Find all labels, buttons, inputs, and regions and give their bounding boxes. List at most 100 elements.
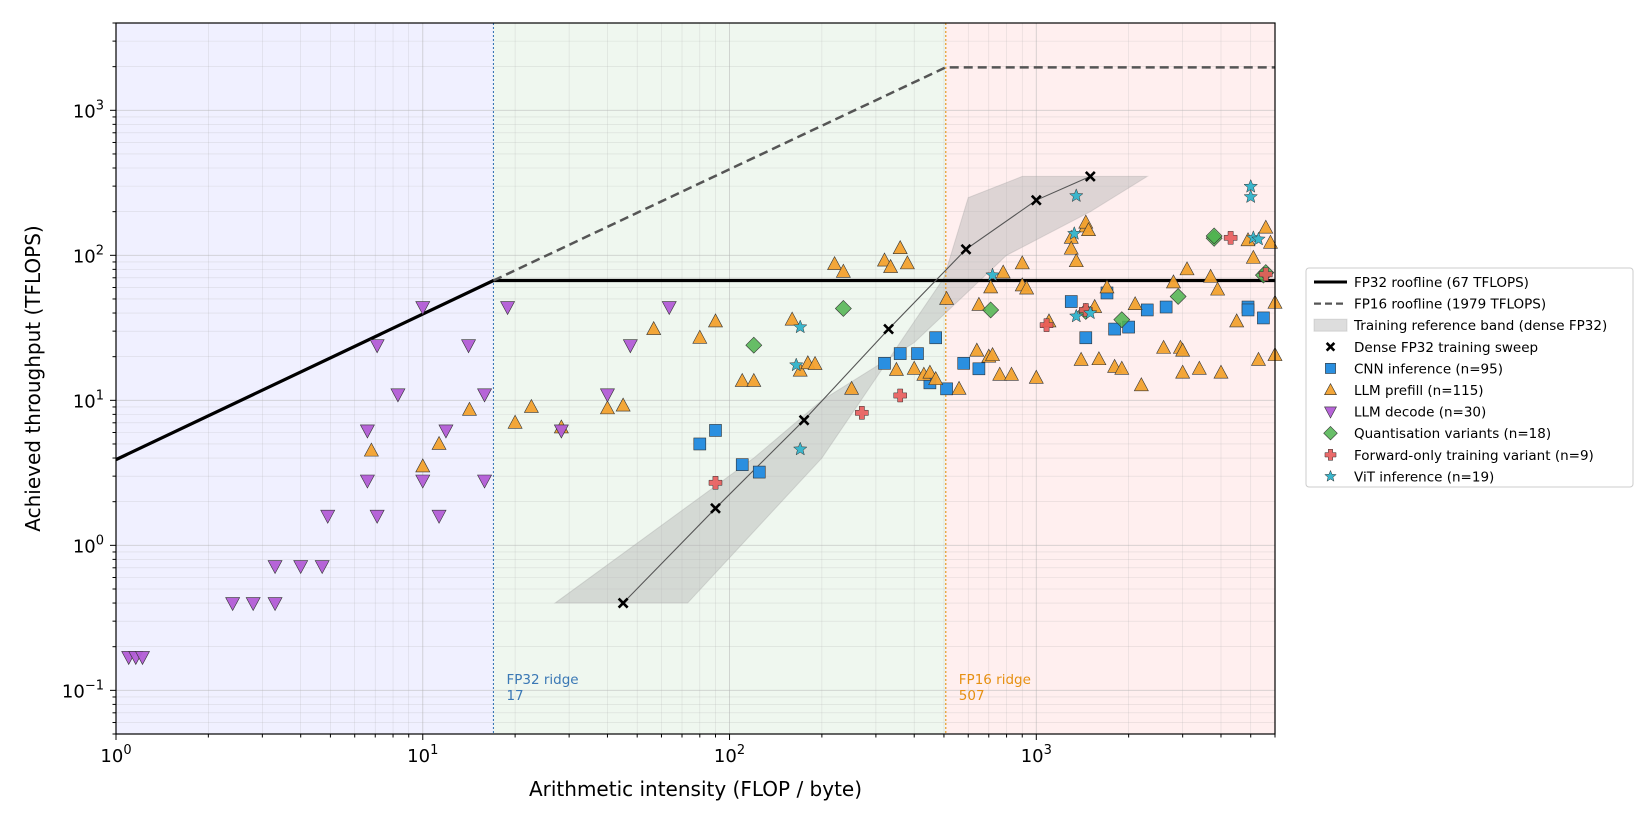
series-llm-decode-point [415, 474, 431, 489]
series-llm-prefill-point [906, 360, 922, 375]
series-llm-prefill-point [1165, 274, 1181, 289]
series-llm-prefill-point [835, 263, 851, 278]
series-vit-inference-point [1068, 308, 1084, 323]
series-llm-decode-point [553, 424, 569, 439]
series-llm-prefill-point [876, 252, 892, 267]
series-llm-prefill-point [1003, 366, 1019, 381]
series-llm-prefill-point [646, 320, 662, 335]
series-llm-prefill-point [1028, 369, 1044, 384]
series-llm-prefill-point [888, 361, 904, 376]
legend-swatch [1323, 425, 1338, 441]
series-cnn-inference [693, 286, 1270, 479]
series-quantisation-variants-point [834, 300, 852, 317]
series-dense-fp32-training-sweep-point [710, 502, 721, 514]
series-cnn-inference-point [911, 347, 924, 360]
series-llm-prefill-point [827, 255, 843, 270]
series-cnn-inference-point [940, 382, 953, 396]
series-llm-prefill-point [1210, 281, 1226, 296]
legend-label: FP16 roofline (1979 TFLOPS) [1354, 297, 1546, 313]
series-dense-fp32-training-sweep-point [617, 597, 629, 609]
series-cnn-inference-point [957, 357, 971, 370]
series-forward-only-training-variant-point [1259, 267, 1273, 282]
series-llm-prefill-point [995, 264, 1011, 279]
series-llm-prefill-point [1262, 234, 1278, 249]
series-llm-prefill-point [1068, 253, 1084, 268]
series-llm-prefill-point [707, 313, 723, 328]
series-vit-inference-point [1082, 305, 1098, 320]
series-llm-prefill-point [1175, 342, 1191, 357]
series-llm-prefill-point [1203, 268, 1219, 283]
series-llm-prefill-point [746, 372, 762, 387]
y-tick-label: 102 [73, 243, 104, 267]
region-1 [116, 23, 494, 734]
data-series [121, 171, 1283, 666]
legend-label: Dense FP32 training sweep [1354, 340, 1538, 356]
series-dense-fp32-training-sweep-point [1084, 171, 1096, 182]
y-tick-label: 103 [73, 98, 104, 122]
region-2 [493, 23, 946, 734]
series-llm-prefill-point [692, 329, 708, 344]
series-cnn-inference-point [735, 458, 749, 471]
x-tick-label: 102 [714, 743, 745, 767]
series-vit-inference-point [1068, 188, 1084, 203]
series-cnn-inference-point [1159, 300, 1173, 314]
x-stroke [710, 502, 721, 514]
series-llm-prefill-point [363, 442, 379, 457]
series-quantisation-variants-point [1205, 227, 1223, 245]
series-vit-inference-point [985, 267, 1000, 282]
series-cnn-inference-point [972, 362, 986, 376]
series-llm-prefill-point [1133, 377, 1149, 392]
legend-box [1305, 267, 1634, 488]
fp16-ridge-label: FP16 ridge [959, 672, 1031, 688]
series-llm-decode-point [431, 509, 447, 524]
series-llm-prefill-point [1081, 222, 1097, 237]
series-llm-prefill-point [892, 240, 908, 254]
series-llm-prefill-point [939, 290, 955, 305]
series-llm-decode-point [369, 339, 385, 354]
series-forward-only-training-variant [708, 231, 1273, 490]
series-llm-prefill-point [992, 366, 1008, 381]
series-dense-fp32-training-sweep-point [883, 323, 895, 335]
x-axis-title: Arithmetic intensity (FLOP / byte) [529, 777, 862, 801]
series-llm-prefill-point [431, 435, 447, 450]
series-cnn-inference-point [1257, 311, 1270, 325]
legend-swatch [1324, 449, 1337, 461]
series-llm-prefill-point [983, 279, 999, 294]
series-quantisation-variants-point [1169, 288, 1187, 305]
y-tick-label: 101 [73, 388, 104, 412]
x-tick-label: 100 [100, 743, 131, 767]
legend-swatch [1325, 342, 1336, 352]
series-cnn-inference-point [1241, 303, 1255, 317]
series-cnn-inference-point [893, 347, 907, 360]
plot-frame [115, 22, 1276, 735]
series-llm-decode-point [314, 560, 330, 575]
series-llm-prefill-point [599, 400, 615, 415]
x-tick-label: 103 [1021, 743, 1052, 767]
series-llm-prefill-point [1019, 280, 1035, 295]
series-vit-inference-point [1066, 225, 1082, 240]
series-cnn-inference-point [709, 424, 722, 437]
series-llm-decode-point [225, 597, 241, 612]
x-tick-label: 101 [407, 743, 438, 767]
grid-lines [115, 22, 1276, 735]
series-llm-prefill-point [415, 458, 431, 473]
y-axis-title: Achieved throughput (TFLOPS) [21, 225, 45, 531]
series-llm-decode-point [477, 474, 493, 489]
legend-swatch [1324, 382, 1337, 395]
series-llm-prefill-point [734, 372, 750, 387]
series-llm-prefill-point [1099, 279, 1115, 294]
series-llm-prefill-point [1091, 351, 1107, 366]
series-dense-fp32-training-sweep [617, 171, 1096, 609]
series-llm-prefill-point [922, 364, 938, 379]
legend-label: CNN inference (n=95) [1354, 361, 1503, 377]
legend-swatch [1313, 318, 1348, 332]
series-llm-decode-point [245, 597, 261, 612]
legend-swatch [1324, 406, 1337, 419]
series-llm-decode-point [134, 651, 150, 666]
series-llm-prefill-point [1179, 261, 1195, 276]
series-llm-prefill-point [971, 296, 987, 311]
series-llm-decode-point [500, 301, 516, 316]
series-cnn-inference-point [878, 357, 891, 370]
series-llm-decode-point [359, 474, 375, 489]
